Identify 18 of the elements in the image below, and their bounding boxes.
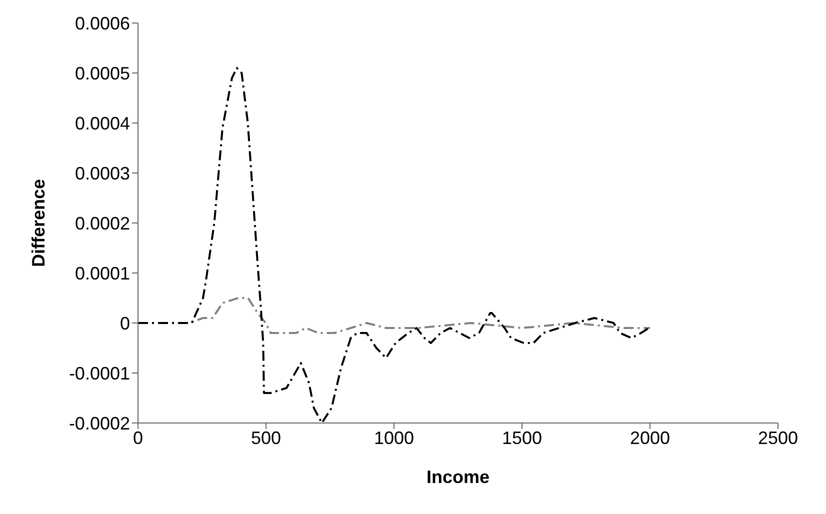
y-tick-label: 0.0001: [74, 263, 130, 284]
y-tick-label: 0.0003: [74, 163, 130, 184]
y-tick-label: 0.0005: [74, 63, 130, 84]
x-axis-title: Income: [426, 467, 490, 487]
x-tick-label: 1500: [502, 428, 542, 448]
x-tick-label: 0: [132, 428, 144, 448]
y-tick-label: 0: [120, 313, 130, 334]
y-tick-label: -0.0002: [68, 413, 130, 434]
x-tick-label: 2000: [630, 428, 670, 448]
x-tick-label: 500: [250, 428, 282, 448]
x-tick-label: 2500: [758, 428, 798, 448]
y-axis-title: Difference: [28, 178, 48, 268]
y-tick-label: 0.0006: [74, 13, 130, 34]
y-tick-label: -0.0001: [68, 363, 130, 384]
y-tick-label: 0.0002: [74, 213, 130, 234]
x-tick-label: 1000: [374, 428, 414, 448]
y-tick-label: 0.0004: [74, 113, 130, 134]
line-series: [138, 67, 650, 423]
